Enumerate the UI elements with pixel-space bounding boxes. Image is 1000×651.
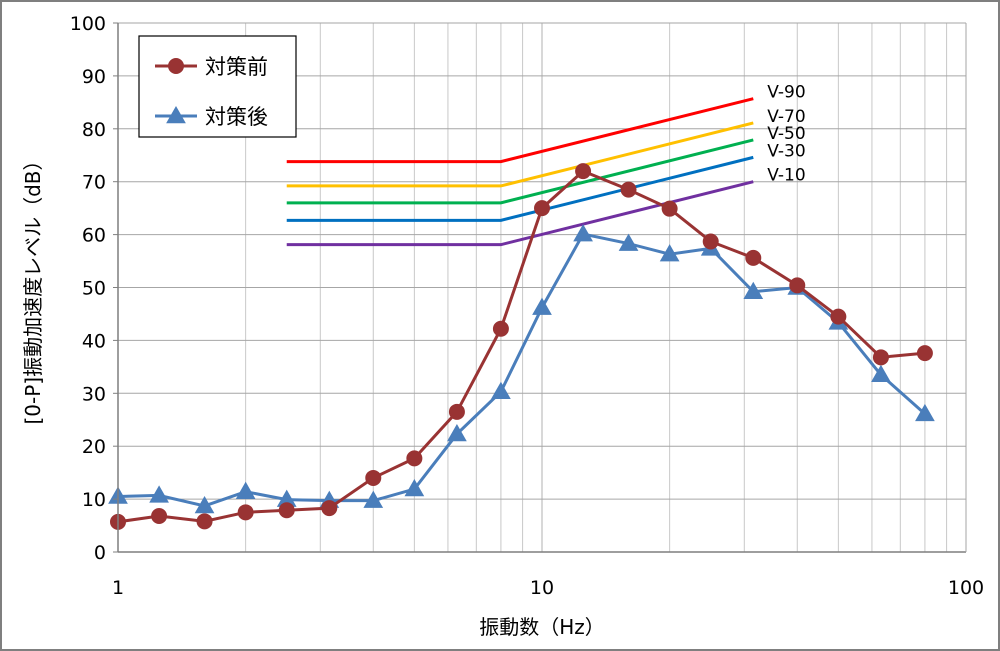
legend-marker xyxy=(166,105,186,124)
y-tick-label: 90 xyxy=(82,66,106,88)
data-point xyxy=(448,403,465,420)
data-point xyxy=(365,469,382,486)
data-point xyxy=(321,500,338,517)
series-before xyxy=(110,163,933,530)
data-point xyxy=(532,297,552,315)
reference-line-label: V-30 xyxy=(767,141,805,161)
y-tick-label: 0 xyxy=(94,542,106,564)
legend-label: 対策前 xyxy=(205,55,268,79)
y-tick-label: 30 xyxy=(82,383,106,405)
reference-line-label: V-70 xyxy=(767,107,805,127)
y-tick-label: 50 xyxy=(82,278,106,300)
data-point xyxy=(237,504,254,521)
y-tick-label: 10 xyxy=(82,489,106,511)
data-point xyxy=(871,364,891,383)
data-point xyxy=(743,281,764,299)
data-point xyxy=(620,181,637,198)
data-point xyxy=(789,277,806,294)
x-tick-label: 1 xyxy=(112,577,124,599)
legend-label: 対策後 xyxy=(205,105,268,129)
reference-line-label: V-50 xyxy=(767,124,805,144)
data-point xyxy=(406,450,423,467)
reference-line-v-70 xyxy=(286,121,754,188)
data-point xyxy=(534,200,550,217)
x-axis-title: 振動数（Hz） xyxy=(479,615,605,639)
data-point xyxy=(404,479,425,497)
y-tick-label: 80 xyxy=(82,119,106,141)
data-point xyxy=(575,163,592,180)
data-point xyxy=(702,233,719,250)
data-point xyxy=(618,233,639,251)
x-tick-label: 10 xyxy=(530,577,554,599)
data-point xyxy=(196,513,213,530)
reference-line-v-90 xyxy=(286,97,754,164)
legend-box xyxy=(138,35,297,138)
data-point xyxy=(573,224,593,242)
y-axis-title: [0-P]振動加速度レベル（dB） xyxy=(21,150,45,424)
reference-line-label: V-90 xyxy=(767,83,805,103)
y-tick-label: 20 xyxy=(82,436,106,458)
data-point xyxy=(659,244,680,262)
data-point xyxy=(151,508,168,525)
data-point xyxy=(363,490,384,508)
data-point xyxy=(872,349,889,366)
y-tick-label: 100 xyxy=(70,13,106,35)
reference-line-v-30 xyxy=(286,155,754,222)
x-tick-label: 100 xyxy=(948,577,984,599)
y-tick-label: 60 xyxy=(82,225,106,247)
data-point xyxy=(916,345,933,362)
data-point xyxy=(492,320,509,337)
data-point xyxy=(915,403,935,422)
data-point xyxy=(830,308,847,325)
data-point xyxy=(278,502,295,519)
data-point xyxy=(149,485,169,503)
reference-line-v-50 xyxy=(286,138,754,205)
data-point xyxy=(661,200,678,217)
legend-marker xyxy=(168,58,184,74)
data-point xyxy=(447,424,467,442)
data-point xyxy=(235,481,256,499)
data-series xyxy=(108,163,935,530)
data-point xyxy=(491,381,511,399)
y-tick-label: 70 xyxy=(82,172,106,194)
y-tick-label: 40 xyxy=(82,330,106,352)
data-point xyxy=(194,495,215,514)
reference-line-label: V-10 xyxy=(767,166,805,186)
data-point xyxy=(745,249,762,266)
